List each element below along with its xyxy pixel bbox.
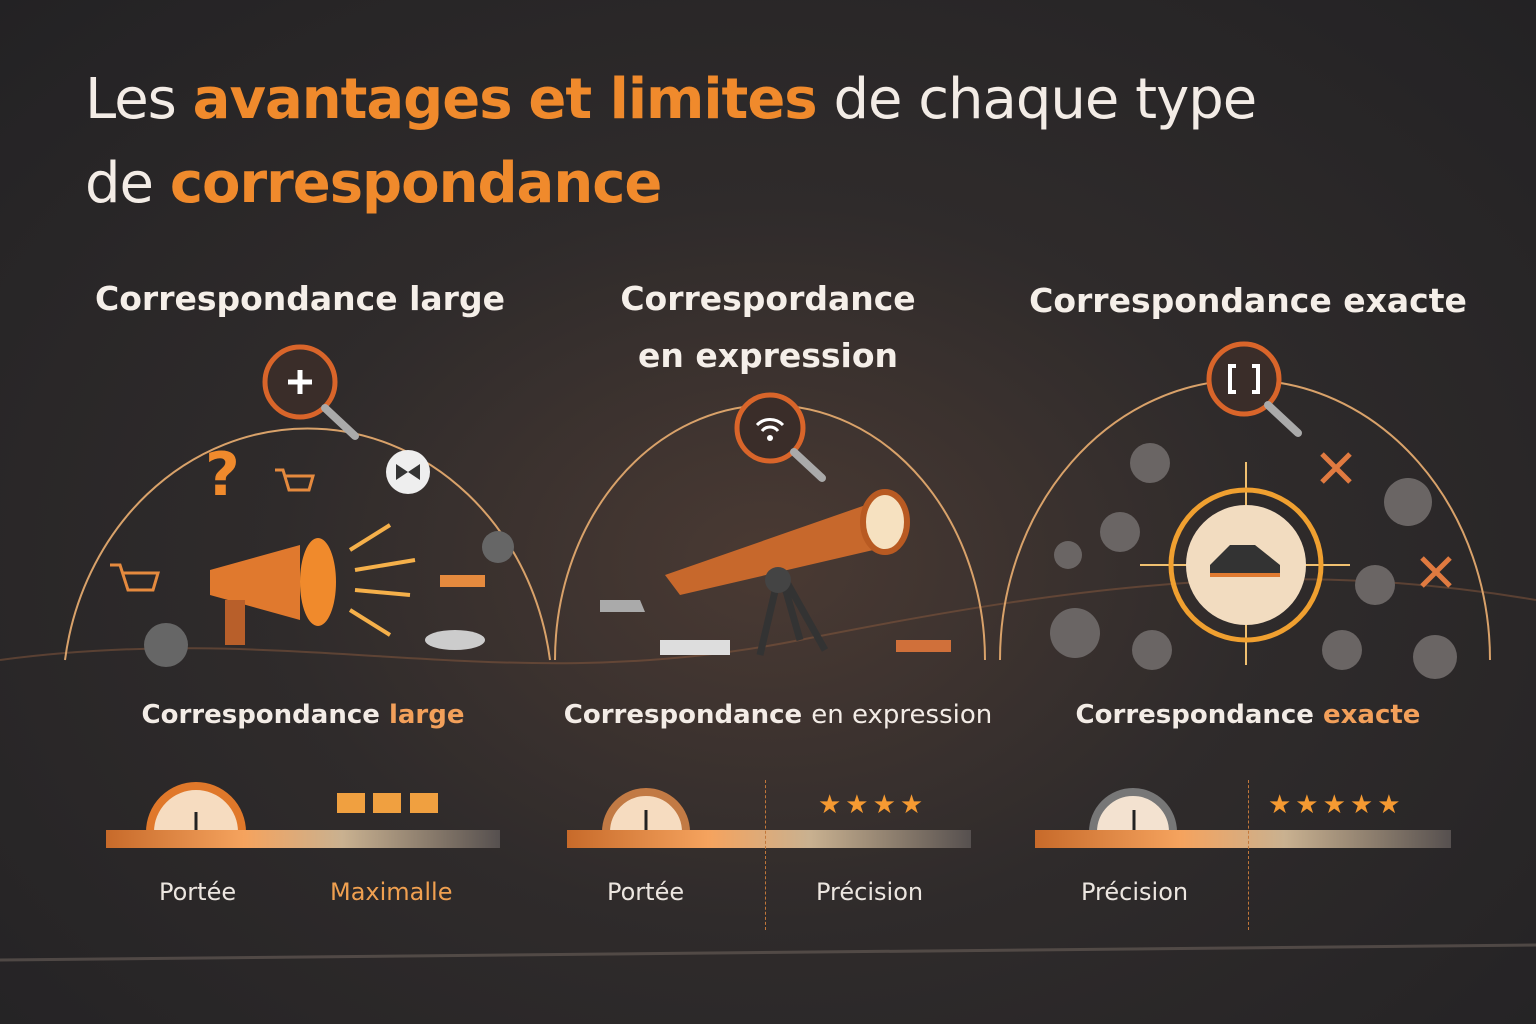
panel-heading-exact: Correspondance exacte (1029, 281, 1467, 320)
panel-heading-large: Correspondance large (95, 279, 505, 318)
gear-icon (482, 531, 514, 563)
gauge-icon (146, 782, 246, 834)
bar-blocks-icon (337, 793, 438, 813)
cart-icons (110, 468, 315, 592)
x-icons (1320, 452, 1452, 588)
svg-text:?: ? (205, 440, 240, 510)
label-precision: Précision (816, 878, 924, 906)
label-portee: Portée (159, 878, 237, 906)
lens-plus-icon (262, 344, 359, 440)
range-bar-expression (567, 830, 971, 848)
lens-wifi-icon (734, 392, 826, 482)
label-precision: Précision (1081, 878, 1189, 906)
scattered-icons (1050, 443, 1457, 679)
lens-brackets-icon (1206, 341, 1302, 437)
target-shoe-icon (1140, 462, 1350, 665)
gauge-icon (602, 788, 690, 834)
megaphone-icon (210, 523, 416, 645)
rating-stars-exact: ★★★★★ (1268, 790, 1405, 820)
divider (765, 780, 766, 930)
page-title: Les avantages et limites de chaque type d… (85, 67, 1257, 216)
panel-heading-expression: Correspordance en expression (620, 279, 916, 375)
shoe-icons (425, 575, 951, 655)
range-bar-exact (1035, 830, 1451, 848)
gauge-icon (1089, 788, 1177, 833)
label-portee: Portée (607, 878, 685, 906)
panel-subtitle-large: Correspondance large (141, 700, 465, 730)
label-maximalle: Maximalle (330, 878, 453, 906)
question-mark-icon: ? (205, 440, 240, 510)
rating-stars-expression: ★★★★ (818, 790, 928, 820)
user-icon (144, 623, 188, 667)
divider (1248, 780, 1249, 930)
panel-subtitle-exact: Correspondance exacte (1075, 700, 1421, 730)
panel-subtitle-expression: Correspondance en expression (563, 700, 993, 730)
telescope-icon (665, 489, 910, 656)
range-bar-large (106, 830, 500, 848)
